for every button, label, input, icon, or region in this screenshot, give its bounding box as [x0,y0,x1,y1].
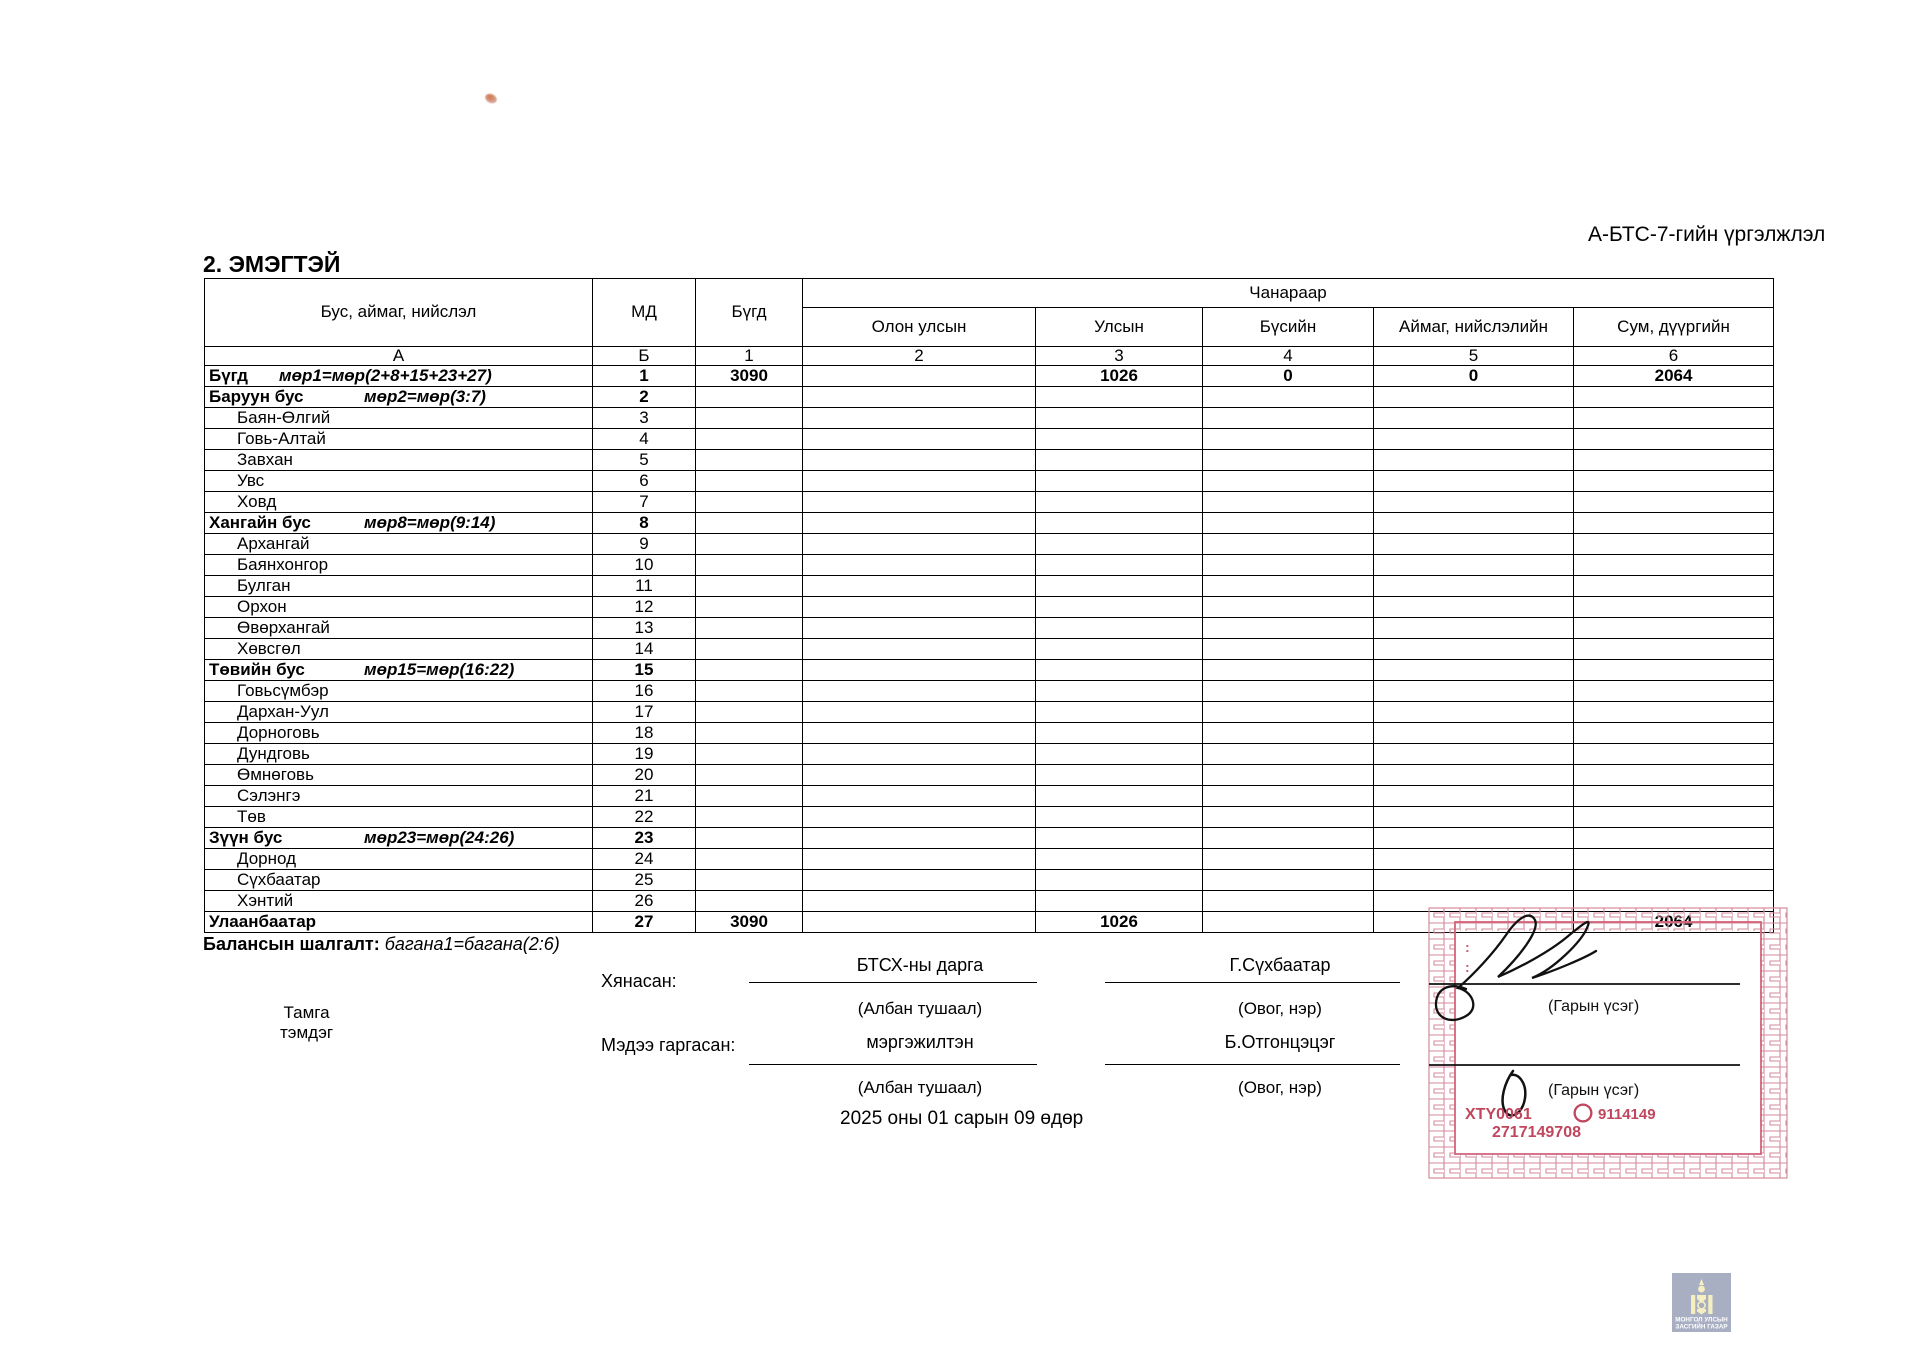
svg-text:9114149: 9114149 [1598,1106,1656,1123]
svg-text:(Гарын үсэг): (Гарын үсэг) [1548,1082,1639,1099]
svg-text:XTY0061: XTY0061 [1465,1106,1532,1123]
svg-text:(Гарын үсэг): (Гарын үсэг) [1548,998,1639,1015]
svg-text::: : [1465,959,1470,975]
svg-text::: : [1465,939,1470,955]
svg-text:2717149708: 2717149708 [1492,1124,1581,1141]
svg-text:ЗАСГИЙН ГАЗАР: ЗАСГИЙН ГАЗАР [1675,1322,1727,1331]
svg-text:МОНГОЛ УЛСЫН: МОНГОЛ УЛСЫН [1675,1317,1728,1324]
